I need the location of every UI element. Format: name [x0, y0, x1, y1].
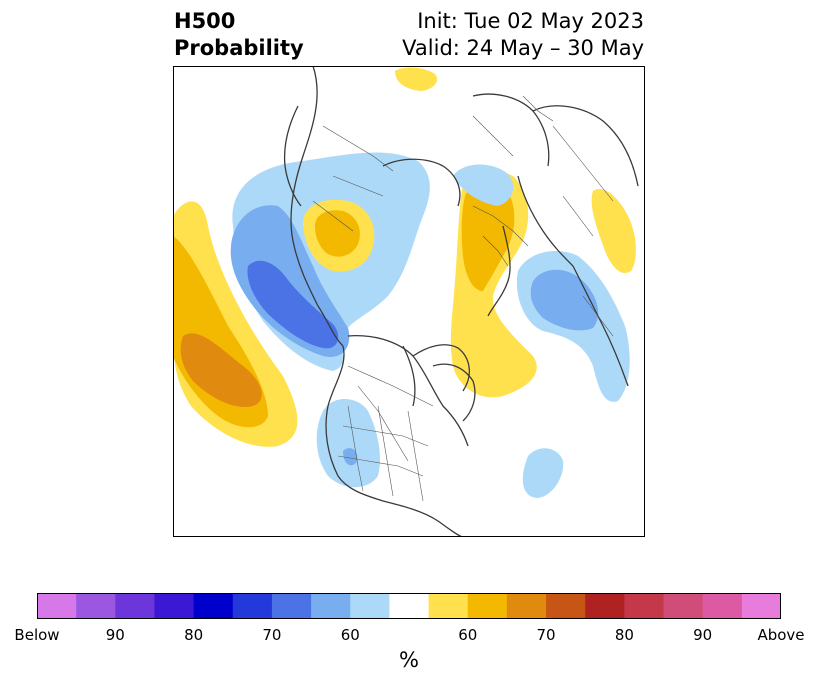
probability-contour: [343, 448, 358, 466]
colorbar-swatch: [702, 593, 743, 619]
probability-contour: [247, 260, 339, 349]
title-product: Probability: [174, 36, 304, 60]
colorbar-swatch: [115, 593, 155, 619]
probability-contour: [522, 448, 564, 498]
colorbar-tick-label: Above: [757, 626, 805, 644]
probability-contour: [316, 398, 380, 488]
colorbar-swatch: [624, 593, 665, 619]
probability-contour: [461, 182, 515, 291]
probability-contour: [180, 333, 262, 407]
colorbar-swatch: [271, 593, 312, 619]
init-date: Init: Tue 02 May 2023: [417, 9, 644, 33]
colorbar-unit: %: [399, 648, 419, 672]
colorbar: [37, 593, 781, 619]
colorbar-tick-label: 80: [184, 626, 204, 644]
colorbar-swatch: [76, 593, 116, 619]
colorbar-swatch: [506, 593, 547, 619]
colorbar-swatch: [154, 593, 195, 619]
colorbar-frame: [37, 593, 781, 619]
below-region-us: [316, 398, 564, 498]
colorbar-swatch: [663, 593, 704, 619]
colorbar-swatch: [37, 593, 77, 619]
colorbar-tick-label: 80: [614, 626, 634, 644]
probability-contour: [453, 164, 514, 206]
probability-map: [173, 66, 645, 537]
probability-contour: [530, 269, 599, 331]
colorbar-swatch: [585, 593, 625, 619]
probability-contour: [315, 210, 360, 257]
colorbar-swatch: [741, 593, 781, 619]
above-region-central: [395, 67, 636, 398]
colorbar-tick-label: 60: [340, 626, 360, 644]
colorbar-swatch: [428, 593, 469, 619]
colorbar-tick-label: 90: [105, 626, 125, 644]
probability-contour: [395, 67, 438, 91]
probability-contour: [591, 188, 636, 274]
colorbar-swatch: [311, 593, 351, 619]
colorbar-tick-label: 70: [536, 626, 556, 644]
map-dates: Init: Tue 02 May 2023 Valid: 24 May – 30…: [402, 8, 644, 62]
colorbar-swatch: [389, 593, 430, 619]
below-region-eurasia: [453, 164, 630, 402]
colorbar-swatch: [350, 593, 390, 619]
above-region-canada: [302, 199, 375, 272]
title-variable: H500: [174, 9, 236, 33]
borders: [312, 95, 614, 502]
colorbar-tick-label: Below: [14, 626, 60, 644]
colorbar-swatch: [193, 593, 234, 619]
map-title: H500 Probability: [174, 8, 304, 62]
valid-range: Valid: 24 May – 30 May: [402, 36, 644, 60]
map-frame: [173, 66, 645, 537]
colorbar-tick-label: 90: [693, 626, 713, 644]
colorbar-tick-label: 70: [262, 626, 282, 644]
colorbar-swatch: [467, 593, 508, 619]
colorbar-swatch: [232, 593, 273, 619]
coastlines: [283, 66, 639, 537]
colorbar-tick-label: 60: [458, 626, 478, 644]
above-region-pacific: [173, 201, 298, 447]
colorbar-swatch: [546, 593, 586, 619]
